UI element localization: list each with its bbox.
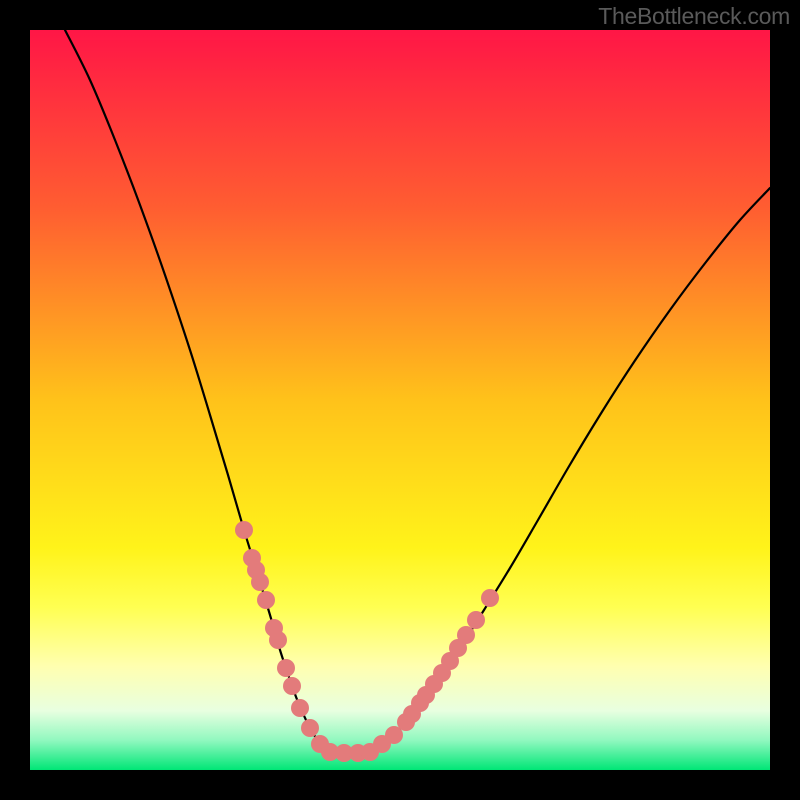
marker-dot <box>251 573 269 591</box>
marker-dot <box>235 521 253 539</box>
marker-dot <box>283 677 301 695</box>
bottleneck-curve-chart <box>0 0 800 800</box>
chart-root: TheBottleneck.com <box>0 0 800 800</box>
marker-dot <box>467 611 485 629</box>
marker-dot <box>481 589 499 607</box>
marker-dot <box>291 699 309 717</box>
marker-dot <box>277 659 295 677</box>
gradient-background <box>30 30 770 770</box>
marker-dot <box>457 626 475 644</box>
marker-dot <box>301 719 319 737</box>
marker-dot <box>361 743 379 761</box>
marker-dot <box>269 631 287 649</box>
marker-dot <box>257 591 275 609</box>
